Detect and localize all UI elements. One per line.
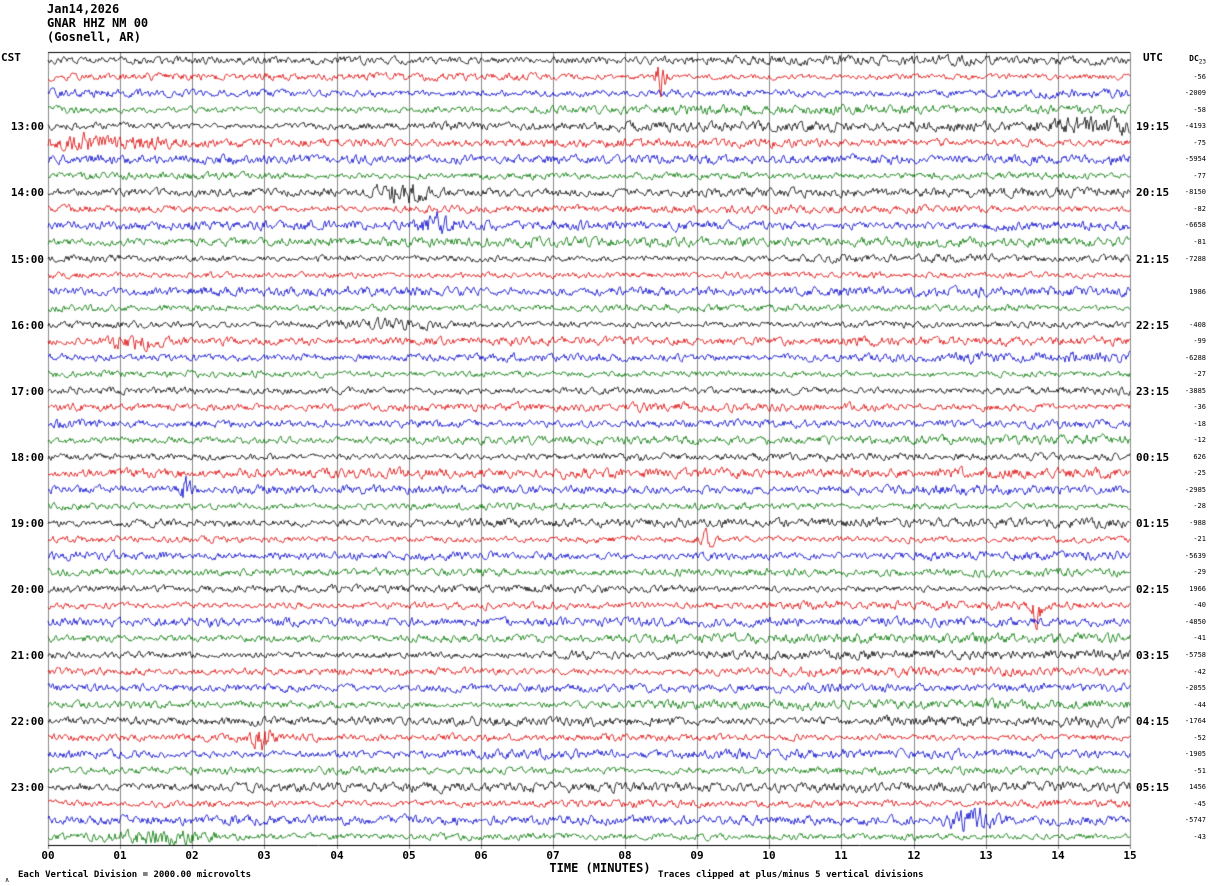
- right-hour-label: 20:15: [1136, 186, 1170, 199]
- dc-value: -36: [1193, 403, 1206, 411]
- left-hour-label: 14:00: [10, 186, 44, 199]
- left-hour-label: 13:00: [10, 120, 44, 133]
- x-tick-label: 07: [546, 849, 560, 862]
- left-hour-label: 18:00: [10, 451, 44, 464]
- station-code: GNAR HHZ NM 00: [47, 16, 149, 30]
- dc-value: -6288: [1184, 354, 1206, 362]
- x-tick-label: 13: [979, 849, 993, 862]
- dc-value: -4193: [1184, 122, 1206, 130]
- dc-value: -3885: [1184, 387, 1206, 395]
- dc-value: -99: [1193, 337, 1206, 345]
- dc-value: -44: [1193, 701, 1206, 709]
- dc-value: -4850: [1184, 618, 1206, 626]
- x-tick-label: 02: [185, 849, 199, 862]
- dc-value: 1456: [1189, 783, 1206, 791]
- right-hour-label: 03:15: [1136, 649, 1170, 662]
- dc-value: -56: [1193, 73, 1206, 81]
- x-tick-label: 14: [1051, 849, 1065, 862]
- dc-value: -6658: [1184, 221, 1206, 229]
- dc-value: -408: [1189, 321, 1206, 329]
- right-hour-label: 21:15: [1136, 253, 1170, 266]
- dc-value: -5747: [1184, 816, 1206, 824]
- dc-value: 1966: [1189, 585, 1206, 593]
- dc-value: -27: [1193, 370, 1206, 378]
- x-tick-label: 04: [330, 849, 344, 862]
- dc-value: -18: [1193, 420, 1206, 428]
- dc-value: -5639: [1184, 552, 1206, 560]
- x-tick-label: 15: [1123, 849, 1137, 862]
- dc-value: -28: [1193, 502, 1206, 510]
- left-timezone-label: CST: [1, 51, 21, 64]
- dc-value: 23: [1198, 58, 1206, 66]
- dc-value: -1905: [1184, 750, 1206, 758]
- dc-value: -41: [1193, 634, 1206, 642]
- dc-value: -8150: [1184, 188, 1206, 196]
- left-hour-label: 20:00: [10, 583, 44, 596]
- dc-value: -51: [1193, 767, 1206, 775]
- right-hour-label: 05:15: [1136, 781, 1170, 794]
- corner-mark: ∧: [5, 876, 10, 884]
- clip-note: Traces clipped at plus/minus 5 vertical …: [658, 870, 924, 880]
- dc-value: -52: [1193, 734, 1206, 742]
- right-hour-label: 00:15: [1136, 451, 1170, 464]
- dc-value: -988: [1189, 519, 1206, 527]
- dc-value: -5954: [1184, 155, 1206, 163]
- x-tick-label: 00: [41, 849, 55, 862]
- dc-value: -21: [1193, 535, 1206, 543]
- right-hour-label: 22:15: [1136, 319, 1170, 332]
- left-hour-label: 19:00: [10, 517, 44, 530]
- right-timezone-label: UTC: [1143, 51, 1163, 64]
- left-hour-label: 22:00: [10, 715, 44, 728]
- dc-value: -5758: [1184, 651, 1206, 659]
- dc-value: -42: [1193, 668, 1206, 676]
- left-hour-label: 21:00: [10, 649, 44, 662]
- dc-value: 626: [1193, 453, 1206, 461]
- x-axis-title: TIME (MINUTES): [549, 861, 651, 875]
- dc-value: 1986: [1189, 288, 1206, 296]
- x-tick-label: 06: [474, 849, 488, 862]
- x-tick-label: 03: [257, 849, 271, 862]
- x-tick-label: 11: [834, 849, 848, 862]
- right-hour-label: 19:15: [1136, 120, 1170, 133]
- x-tick-label: 01: [113, 849, 127, 862]
- right-hour-label: 02:15: [1136, 583, 1170, 596]
- scale-note: Each Vertical Division = 2000.00 microvo…: [18, 870, 251, 880]
- left-hour-label: 16:00: [10, 319, 44, 332]
- dc-value: -45: [1193, 800, 1206, 808]
- left-hour-label: 23:00: [10, 781, 44, 794]
- dc-value: -81: [1193, 238, 1206, 246]
- dc-value: -25: [1193, 469, 1206, 477]
- right-hour-label: 04:15: [1136, 715, 1170, 728]
- dc-value: -58: [1193, 106, 1206, 114]
- dc-value: -40: [1193, 601, 1206, 609]
- dc-value: -7288: [1184, 255, 1206, 263]
- dc-value: -1764: [1184, 717, 1206, 725]
- x-tick-label: 10: [762, 849, 776, 862]
- dc-value: -2985: [1184, 486, 1206, 494]
- dc-value: -77: [1193, 172, 1206, 180]
- x-tick-label: 08: [618, 849, 632, 862]
- dc-value: -12: [1193, 436, 1206, 444]
- dc-value: -2009: [1184, 89, 1206, 97]
- x-tick-label: 12: [907, 849, 921, 862]
- right-hour-label: 23:15: [1136, 385, 1170, 398]
- left-hour-label: 15:00: [10, 253, 44, 266]
- dc-offset-header: DC23: [1148, 54, 1206, 65]
- right-hour-label: 01:15: [1136, 517, 1170, 530]
- dc-value: -2055: [1184, 684, 1206, 692]
- x-tick-label: 05: [402, 849, 416, 862]
- station-place: (Gosnell, AR): [47, 30, 141, 44]
- x-tick-label: 09: [690, 849, 704, 862]
- left-hour-label: 17:00: [10, 385, 44, 398]
- plot-date: Jan14,2026: [47, 2, 120, 16]
- dc-value: -82: [1193, 205, 1206, 213]
- dc-header-text: DC: [1189, 54, 1199, 63]
- dc-value: -29: [1193, 568, 1206, 576]
- dc-value: -43: [1193, 833, 1206, 841]
- dc-value: -75: [1193, 139, 1206, 147]
